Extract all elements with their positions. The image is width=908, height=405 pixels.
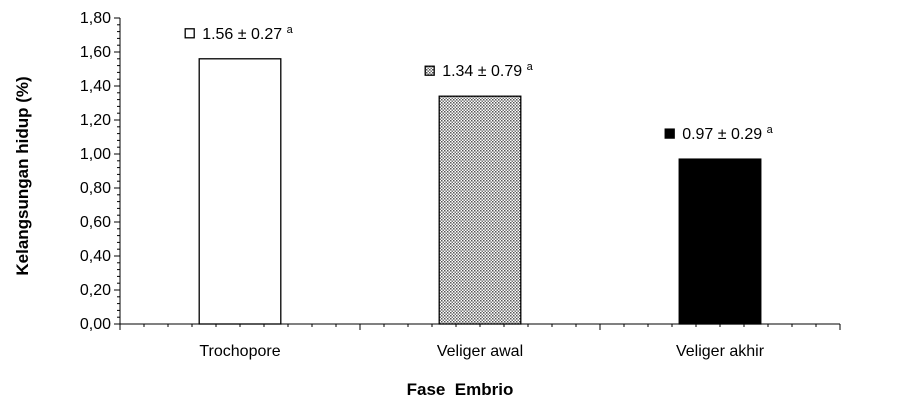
y-tick-label: 1,20 [80,112,111,129]
y-tick-label: 1,00 [80,146,111,163]
x-category-label: Veliger awal [437,343,523,360]
y-tick-label: 0,40 [80,248,111,265]
data-label: 1.56 ± 0.27 a [202,24,293,43]
bar [438,95,522,325]
legend-marker [424,65,435,76]
data-label-superscript: a [767,124,774,136]
data-label: 1.34 ± 0.79 a [442,61,533,80]
y-tick-label: 0,00 [80,316,111,333]
data-label-superscript: a [527,61,534,73]
x-axis-ticks [119,324,841,330]
x-axis-title: Fase Embrio [407,380,514,399]
y-axis-ticks: 0,00 0,20 0,40 0,60 0,80 1,00 1,20 1,40 1,60 1,80 [80,10,120,333]
bar [678,158,762,325]
data-label: 0.97 ± 0.29 a [682,124,773,143]
bars [198,58,762,325]
y-tick-label: 0,20 [80,282,111,299]
data-labels: 1.56 ± 0.27 a 1.34 ± 0.79 a 0.97 ± 0.29 a [202,24,773,143]
data-label-markers [184,28,675,139]
y-axis-title: Kelangsungan hidup (%) [13,76,32,275]
y-tick-label: 0,80 [80,180,111,197]
x-category-label: Trochopore [199,343,280,360]
data-label-superscript: a [287,24,294,36]
y-tick-label: 1,60 [80,44,111,61]
y-tick-label: 1,80 [80,10,111,27]
legend-marker [664,128,675,139]
bar [198,58,282,325]
x-category-label: Veliger akhir [676,343,765,360]
category-labels: Trochopore Veliger awal Veliger akhir [199,343,764,360]
legend-marker [184,28,195,39]
y-tick-label: 0,60 [80,214,111,231]
y-tick-label: 1,40 [80,78,111,95]
